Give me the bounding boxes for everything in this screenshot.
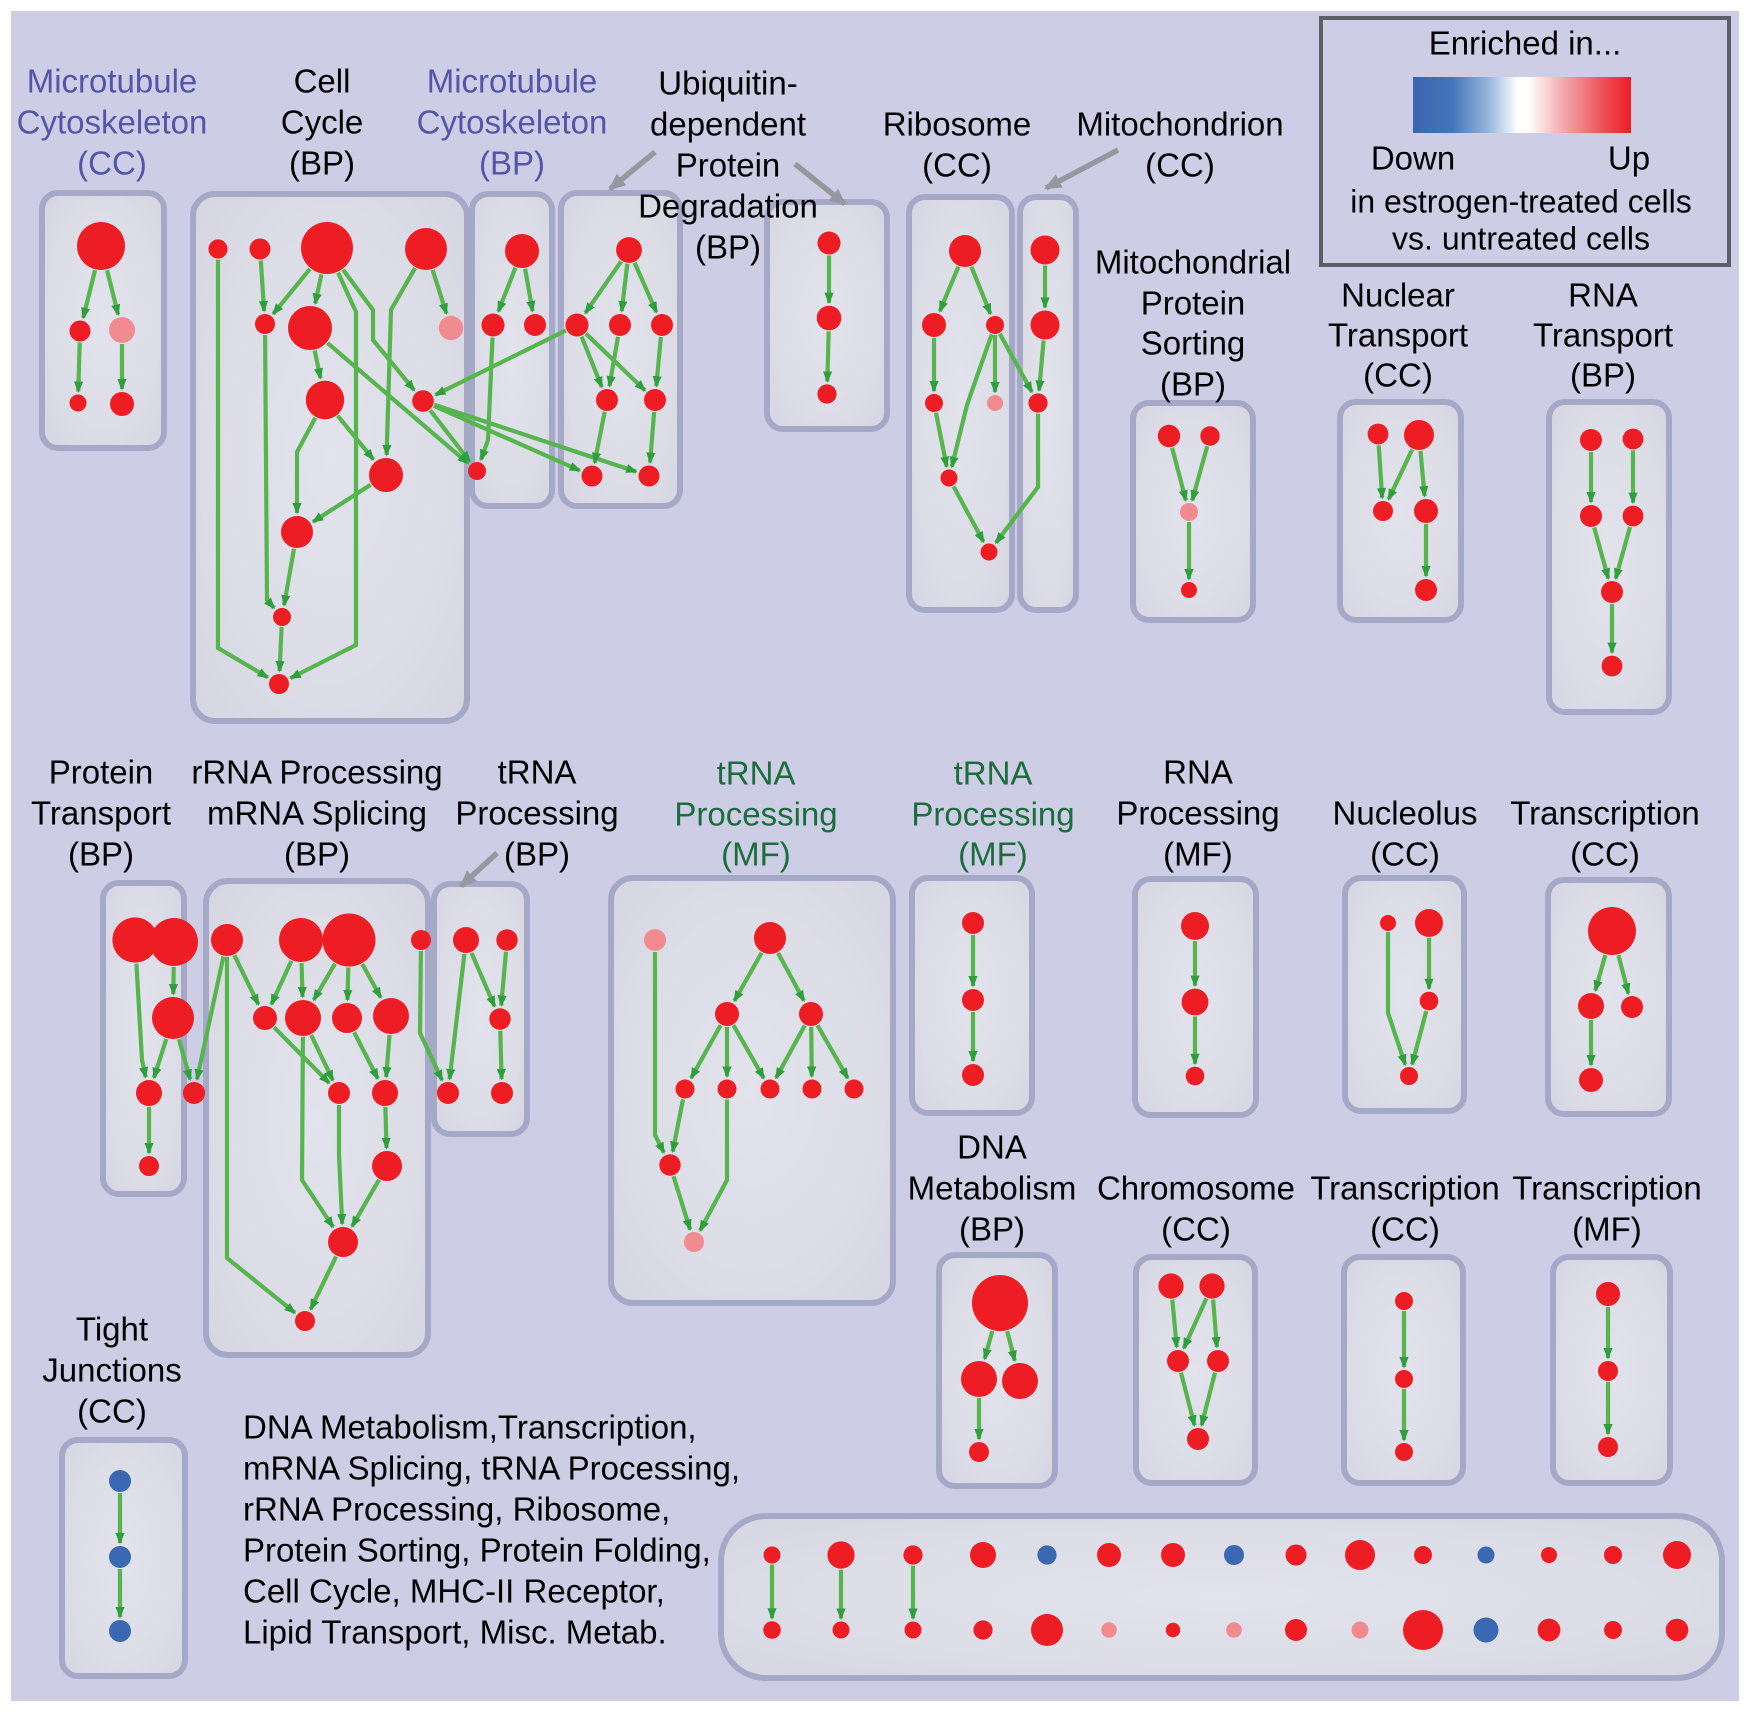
svg-text:Transport: Transport [1533,317,1673,354]
svg-text:Sorting: Sorting [1141,325,1246,362]
svg-text:Enriched in...: Enriched in... [1429,25,1622,62]
svg-text:vs. untreated cells: vs. untreated cells [1392,220,1650,256]
svg-text:RNA: RNA [1568,277,1638,314]
svg-text:Cycle: Cycle [281,104,364,141]
svg-text:tRNA: tRNA [717,755,796,792]
svg-text:Transport: Transport [1328,317,1468,354]
svg-text:(MF): (MF) [1163,836,1233,873]
svg-text:Processing: Processing [674,796,837,833]
svg-text:Cytoskeleton: Cytoskeleton [417,104,608,141]
svg-text:(MF): (MF) [1572,1211,1642,1248]
svg-text:Cell: Cell [294,63,351,100]
svg-text:Junctions: Junctions [42,1352,181,1389]
svg-text:Microtubule: Microtubule [427,63,598,100]
svg-text:(CC): (CC) [1570,836,1640,873]
svg-text:Transport: Transport [31,795,171,832]
svg-text:Mitochondrial: Mitochondrial [1095,244,1291,281]
svg-text:RNA: RNA [1163,754,1233,791]
svg-text:tRNA: tRNA [954,755,1033,792]
svg-text:Processing: Processing [455,795,618,832]
svg-text:(CC): (CC) [77,1393,147,1430]
svg-text:Cytoskeleton: Cytoskeleton [17,104,208,141]
svg-text:DNA: DNA [957,1129,1027,1166]
svg-text:Protein: Protein [1141,285,1246,322]
svg-text:(BP): (BP) [479,145,545,182]
svg-text:Down: Down [1371,140,1455,177]
svg-text:(CC): (CC) [1370,1211,1440,1248]
svg-text:mRNA Splicing: mRNA Splicing [207,795,427,832]
svg-text:Protein: Protein [676,147,781,184]
svg-text:(MF): (MF) [721,836,791,873]
svg-text:mRNA Splicing, tRNA Processing: mRNA Splicing, tRNA Processing, [243,1450,740,1487]
svg-text:Protein: Protein [49,754,154,791]
svg-text:Metabolism: Metabolism [908,1170,1077,1207]
svg-text:Cell Cycle, MHC-II Receptor,: Cell Cycle, MHC-II Receptor, [243,1573,665,1610]
svg-text:(CC): (CC) [1145,147,1215,184]
svg-text:dependent: dependent [650,106,806,143]
svg-text:Mitochondrion: Mitochondrion [1076,106,1283,143]
svg-text:DNA Metabolism,Transcription,: DNA Metabolism,Transcription, [243,1409,697,1446]
svg-text:(BP): (BP) [695,229,761,266]
svg-text:Lipid Transport, Misc. Metab.: Lipid Transport, Misc. Metab. [243,1614,667,1651]
svg-text:(CC): (CC) [77,145,147,182]
svg-text:(BP): (BP) [504,836,570,873]
svg-text:Transcription: Transcription [1310,1170,1500,1207]
svg-text:Up: Up [1608,140,1650,177]
svg-text:rRNA Processing: rRNA Processing [191,754,442,791]
svg-text:Protein Sorting, Protein Foldi: Protein Sorting, Protein Folding, [243,1532,711,1569]
svg-text:(BP): (BP) [959,1211,1025,1248]
svg-text:in estrogen-treated cells: in estrogen-treated cells [1350,183,1692,219]
svg-text:(CC): (CC) [1370,836,1440,873]
svg-text:Ubiquitin-: Ubiquitin- [658,65,797,102]
svg-text:(CC): (CC) [1363,357,1433,394]
svg-text:Processing: Processing [1116,795,1279,832]
svg-text:(BP): (BP) [68,836,134,873]
svg-text:(BP): (BP) [1160,366,1226,403]
svg-text:Degradation: Degradation [638,188,818,225]
svg-text:tRNA: tRNA [498,754,577,791]
svg-text:Transcription: Transcription [1510,795,1700,832]
svg-text:Tight: Tight [76,1311,148,1348]
svg-text:(CC): (CC) [1161,1211,1231,1248]
svg-text:(MF): (MF) [958,836,1028,873]
svg-text:Microtubule: Microtubule [27,63,198,100]
svg-text:Transcription: Transcription [1512,1170,1702,1207]
svg-text:Ribosome: Ribosome [883,106,1032,143]
svg-text:Chromosome: Chromosome [1097,1170,1295,1207]
svg-text:Nucleolus: Nucleolus [1333,795,1478,832]
svg-text:(BP): (BP) [289,145,355,182]
svg-text:(BP): (BP) [284,836,350,873]
svg-text:(CC): (CC) [922,147,992,184]
svg-text:Nuclear: Nuclear [1341,277,1455,314]
svg-text:(BP): (BP) [1570,357,1636,394]
svg-text:Processing: Processing [911,796,1074,833]
svg-text:rRNA Processing, Ribosome,: rRNA Processing, Ribosome, [243,1491,670,1528]
